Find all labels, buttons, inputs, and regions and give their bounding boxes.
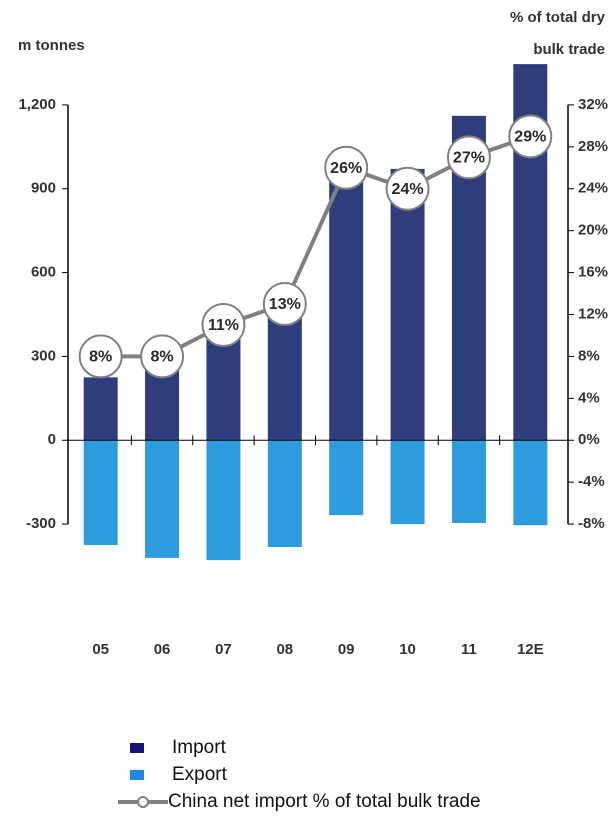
legend-swatch [130, 743, 144, 753]
y-tick-label: 300 [31, 347, 56, 364]
y-tick-label: 0 [48, 431, 56, 448]
y2-tick-label: 32% [578, 96, 608, 113]
data-label: 13% [269, 296, 301, 313]
y-axis-title: m tonnes [18, 37, 85, 54]
point [385, 166, 430, 211]
y2-tick-label: -4% [578, 473, 605, 490]
y-tick-label: 1,200 [18, 96, 56, 113]
legend-label: China net import % of total bulk trade [168, 791, 481, 812]
y-tick-label: 900 [31, 180, 56, 197]
data-label: 8% [89, 349, 112, 366]
bar [390, 440, 425, 525]
y2-tick-label: 28% [578, 138, 608, 155]
data-label: 24% [392, 181, 424, 198]
x-tick-label: 07 [215, 641, 232, 658]
point [78, 334, 123, 379]
y2-tick-label: 16% [578, 264, 608, 281]
bar [206, 440, 241, 561]
y2-tick-label: 20% [578, 222, 608, 239]
y2-axis-title: bulk trade [533, 41, 605, 58]
legend-swatch [137, 796, 149, 808]
y2-tick-label: 8% [578, 347, 600, 364]
y2-tick-label: 12% [578, 305, 608, 322]
y-tick-label: -300 [26, 515, 56, 532]
y2-tick-label: -8% [578, 515, 605, 532]
bar [513, 440, 548, 526]
x-tick-label: 06 [154, 641, 171, 658]
x-tick-label: 05 [92, 641, 109, 658]
data-label: 27% [453, 150, 485, 167]
data-label: 8% [151, 349, 174, 366]
point [201, 302, 246, 347]
y2-tick-label: 4% [578, 389, 600, 406]
x-tick-label: 09 [338, 641, 355, 658]
point [446, 135, 491, 180]
y2-axis-title: % of total dry [510, 9, 606, 26]
data-label: 29% [514, 129, 546, 146]
data-label: 11% [208, 317, 239, 334]
legend-label: Export [172, 764, 228, 785]
point [324, 145, 369, 190]
point [262, 282, 307, 327]
y2-tick-label: 24% [578, 180, 608, 197]
bar [329, 440, 364, 516]
data-label: 26% [330, 160, 362, 177]
x-tick-label: 08 [276, 641, 293, 658]
legend-label: Import [172, 737, 227, 758]
bar [267, 440, 302, 547]
bar [145, 440, 180, 558]
point [140, 334, 185, 379]
y2-tick-label: 0% [578, 431, 600, 448]
x-tick-label: 11 [461, 641, 477, 658]
bar [83, 440, 118, 546]
bar [83, 377, 118, 441]
x-tick-label: 10 [399, 641, 416, 658]
y-tick-label: 600 [31, 264, 56, 281]
point [508, 114, 553, 159]
bar [390, 168, 425, 441]
legend-swatch [130, 770, 144, 780]
bar [329, 166, 364, 441]
bar [451, 440, 486, 523]
x-tick-label: 12E [517, 641, 544, 658]
